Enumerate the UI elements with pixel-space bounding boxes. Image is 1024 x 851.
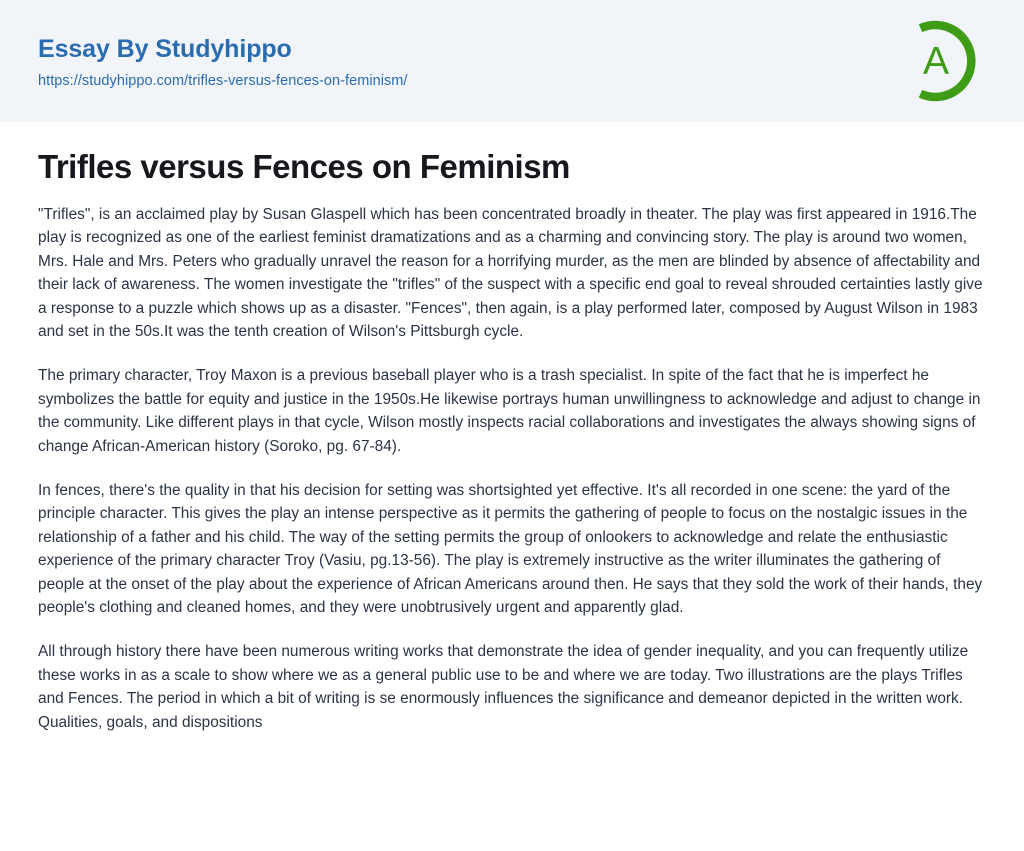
paragraph: All through history there have been nume…: [38, 643, 969, 731]
brand-name: Essay By Studyhippo: [38, 35, 292, 64]
brand-block: Essay By Studyhippo https://studyhippo.c…: [38, 32, 408, 90]
article-body: "Trifles", is an acclaimed play by Susan…: [38, 203, 986, 734]
page-title: Trifles versus Fences on Feminism: [38, 148, 570, 185]
paragraph: In fences, there's the quality in that h…: [38, 482, 983, 617]
studyhippo-a-circle-logo-icon: A: [896, 19, 980, 103]
paragraph: The primary character, Troy Maxon is a p…: [38, 367, 981, 455]
site-header: Essay By Studyhippo https://studyhippo.c…: [0, 0, 1024, 122]
source-url-link[interactable]: https://studyhippo.com/trifles-versus-fe…: [38, 72, 408, 89]
paragraph: "Trifles", is an acclaimed play by Susan…: [38, 205, 983, 340]
article: Trifles versus Fences on Feminism "Trifl…: [0, 148, 1024, 734]
svg-text:A: A: [923, 40, 949, 83]
